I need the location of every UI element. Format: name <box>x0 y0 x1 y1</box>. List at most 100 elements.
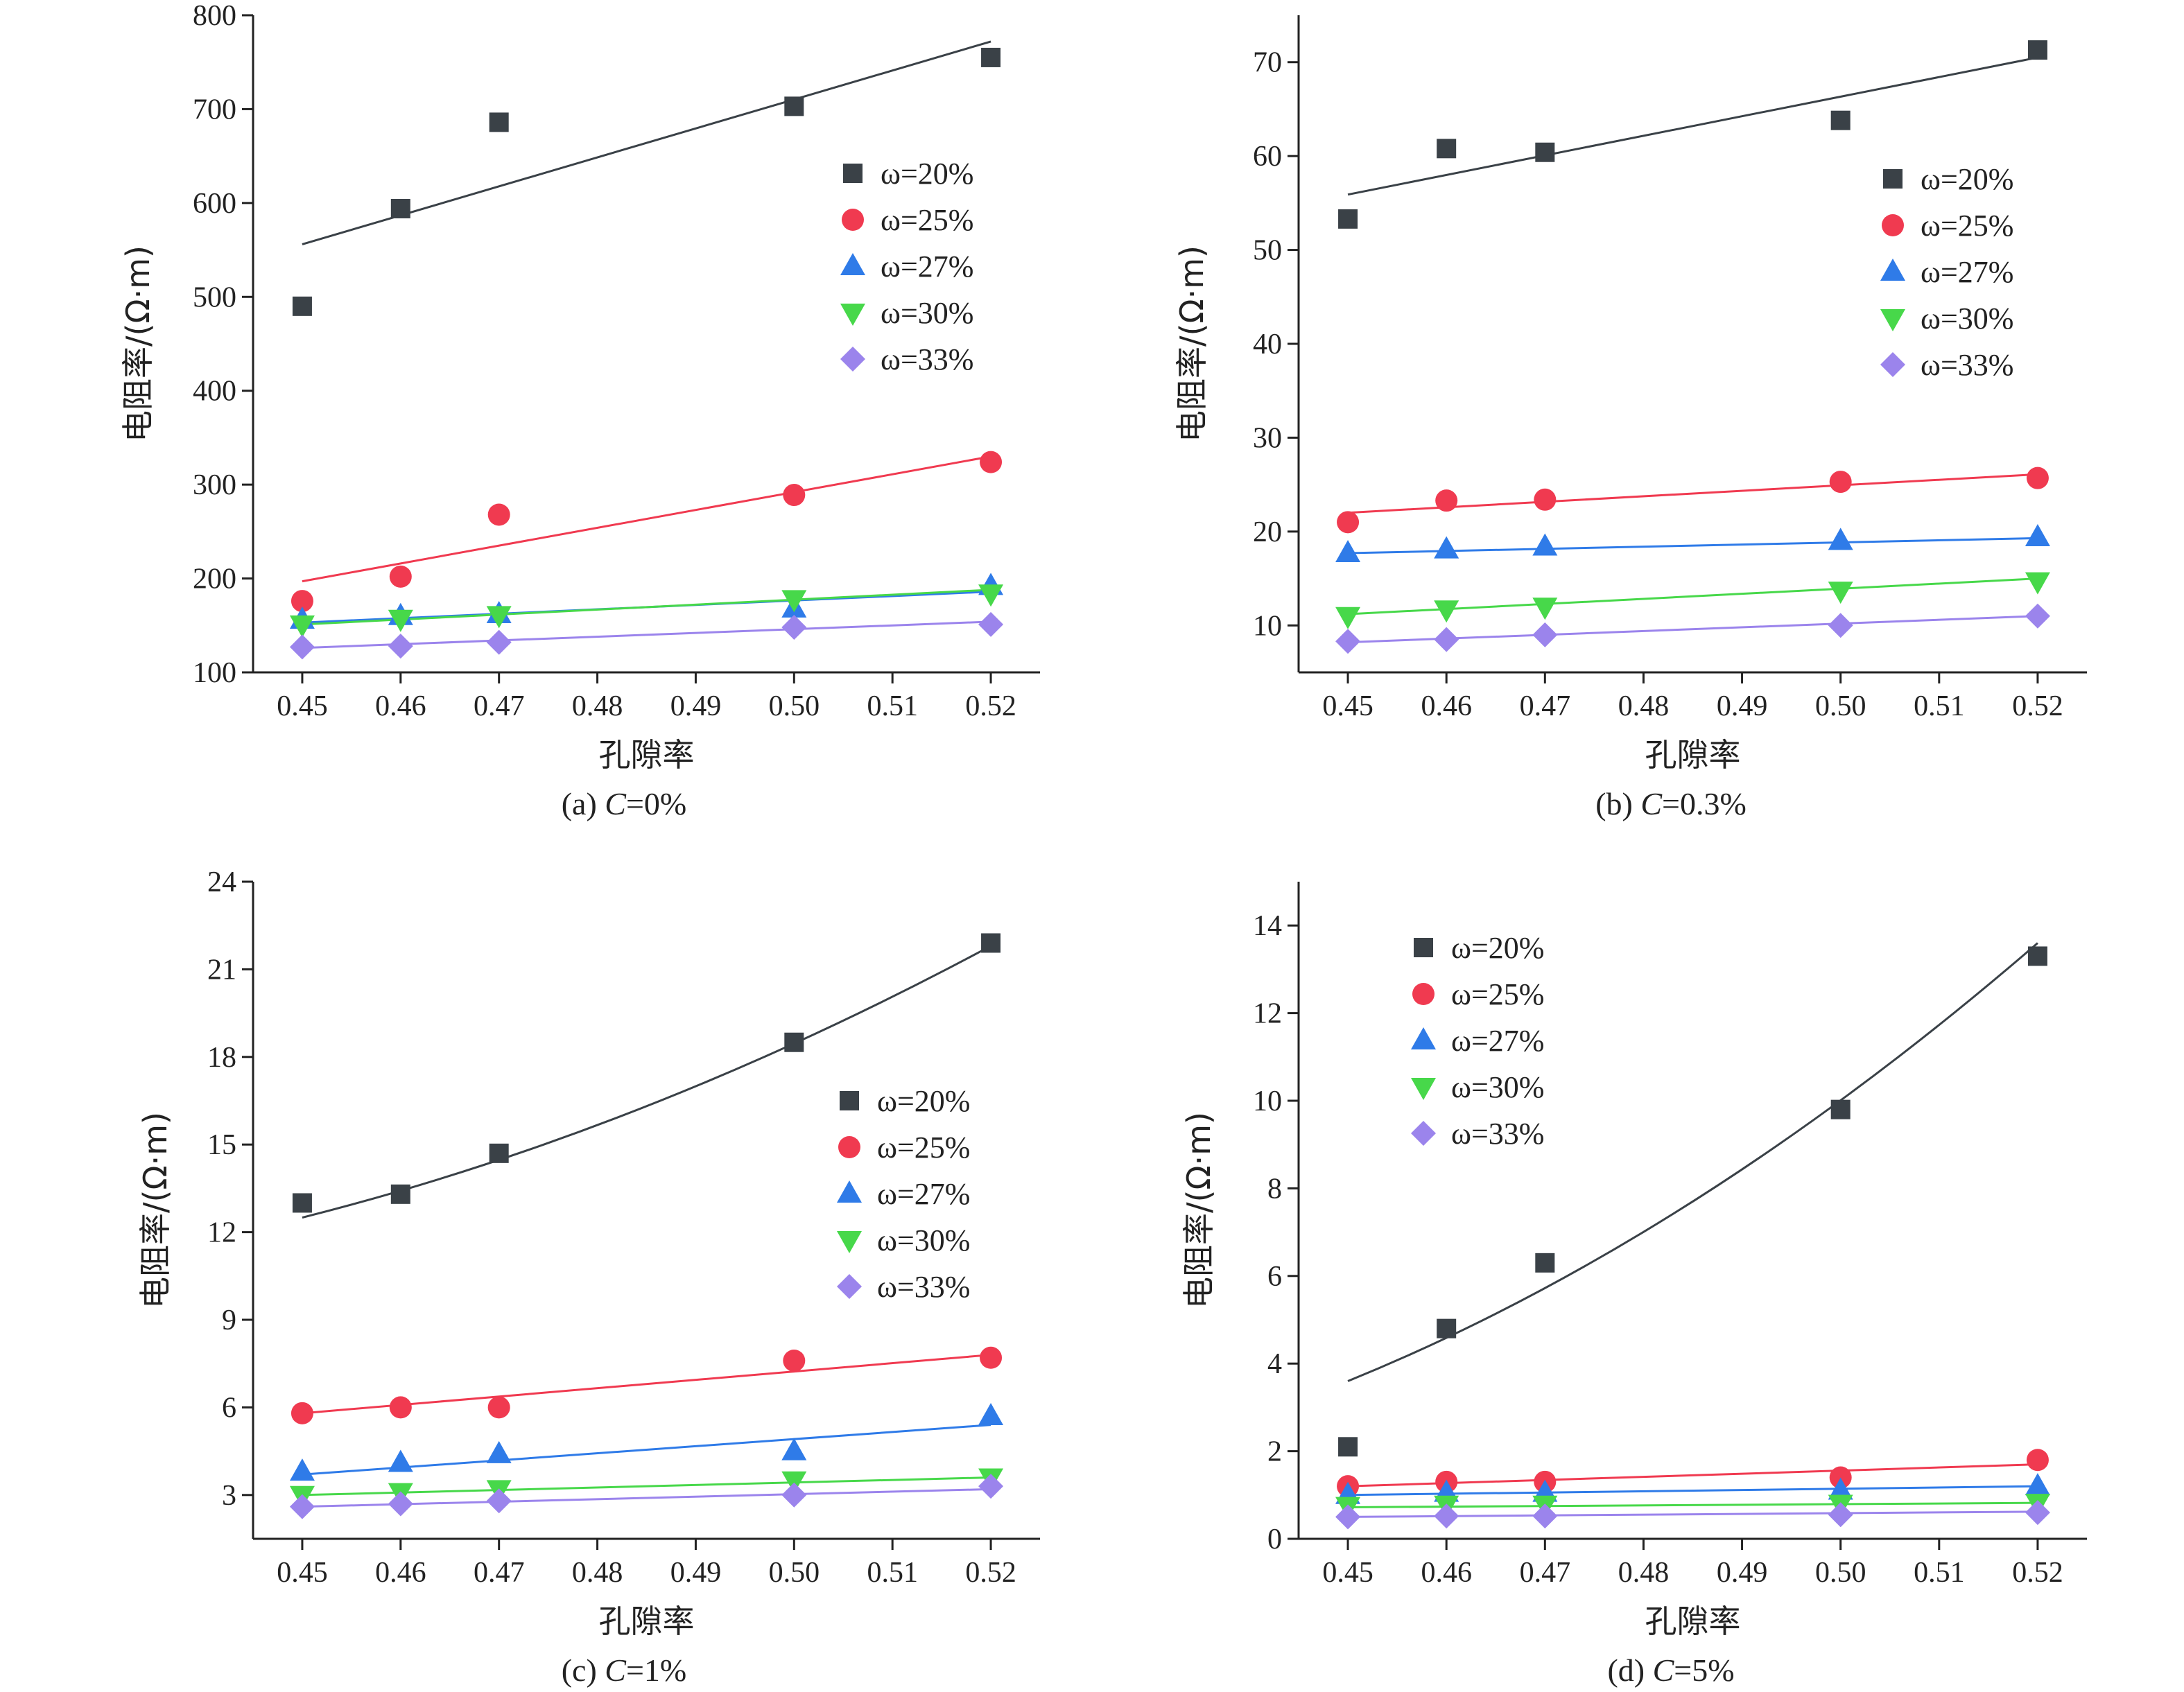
legend-label: ω=25% <box>1451 977 1544 1011</box>
x-tick-label: 0.49 <box>1717 690 1768 722</box>
x-tick-label: 0.46 <box>375 1557 426 1589</box>
legend-label: ω=27% <box>881 250 973 284</box>
y-axis-label: 电阻率/(Ω·m) <box>137 1112 174 1309</box>
data-point <box>1830 1099 1851 1119</box>
y-tick-label: 9 <box>222 1305 236 1336</box>
fit-line-0 <box>302 40 991 245</box>
data-point <box>1437 1318 1457 1338</box>
data-point <box>389 565 412 588</box>
fit-line-4 <box>302 1488 991 1508</box>
legend-marker <box>1414 938 1433 957</box>
caption-variable: C <box>1653 1652 1675 1688</box>
data-point <box>1828 527 1853 550</box>
data-point <box>784 1032 804 1052</box>
x-tick-label: 0.52 <box>965 690 1016 722</box>
fit-line-2 <box>302 1424 991 1476</box>
fit-line-2 <box>1348 1485 2038 1497</box>
fit-line-0 <box>1347 56 2038 196</box>
caption-prefix: (c) <box>562 1652 605 1688</box>
legend-label: ω=27% <box>877 1177 970 1211</box>
x-tick-label: 0.50 <box>769 1557 820 1589</box>
data-point <box>781 1438 807 1460</box>
x-tick-label: 0.47 <box>1520 690 1571 722</box>
data-point <box>1335 607 1361 629</box>
legend: ω=20% ω=25% ω=27% ω=30% ω=33% <box>837 1084 970 1304</box>
data-point <box>390 198 410 218</box>
legend-marker <box>842 209 864 231</box>
x-axis-label: 孔隙率 <box>599 736 695 774</box>
caption-suffix: =0.3% <box>1662 786 1747 821</box>
x-tick-label: 0.49 <box>670 1557 722 1589</box>
data-point <box>292 1193 312 1213</box>
legend-label: ω=27% <box>1921 255 2013 289</box>
data-point <box>781 1471 807 1494</box>
y-tick-label: 30 <box>1253 422 1282 454</box>
data-point <box>487 503 510 526</box>
panel-caption: (c) C=1% <box>562 1652 687 1688</box>
data-point <box>489 1143 509 1163</box>
data-point <box>1338 1437 1358 1457</box>
legend-label: ω=30% <box>1921 302 2013 335</box>
legend: ω=20% ω=25% ω=27% ω=30% ω=33% <box>1411 931 1544 1151</box>
legend-label: ω=20% <box>881 157 973 191</box>
y-tick-label: 21 <box>207 954 236 986</box>
x-tick-label: 0.51 <box>867 690 918 722</box>
data-point <box>1335 540 1361 563</box>
chart-panel-c: 0.45 0.46 0.47 0.48 0.49 0.50 0.51 0.52 3 6 9 12 15 1… <box>137 866 1040 1688</box>
data-point <box>978 1474 1004 1499</box>
legend: ω=20% ω=25% ω=27% ω=30% ω=33% <box>840 157 973 376</box>
legend-label: ω=27% <box>1451 1024 1544 1058</box>
data-point <box>486 1440 512 1463</box>
legend-label: ω=30% <box>877 1223 970 1257</box>
fit-line-4 <box>1348 1510 2038 1518</box>
caption-prefix: (b) <box>1595 786 1640 821</box>
data-point <box>1534 488 1557 511</box>
x-axis-label: 孔隙率 <box>1645 1603 1741 1640</box>
y-tick-label: 200 <box>193 564 236 595</box>
x-tick-label: 0.50 <box>1815 690 1866 722</box>
x-tick-label: 0.51 <box>867 1557 918 1589</box>
x-axis-label: 孔隙率 <box>599 1603 695 1640</box>
data-point <box>2026 466 2049 489</box>
x-tick-label: 0.52 <box>2012 1557 2063 1589</box>
data-point <box>289 1458 315 1481</box>
legend-marker <box>837 1180 862 1203</box>
panel-caption: (d) C=5% <box>1607 1652 1734 1688</box>
legend-marker <box>1411 1078 1436 1100</box>
legend-marker <box>1411 1027 1436 1049</box>
legend-marker <box>1880 309 1905 331</box>
legend-marker <box>1411 1121 1436 1146</box>
y-tick-label: 10 <box>1253 1085 1282 1117</box>
data-point <box>1532 598 1558 620</box>
x-tick-label: 0.51 <box>1914 1557 1965 1589</box>
data-point <box>289 1494 315 1519</box>
legend-label: ω=30% <box>881 296 973 330</box>
y-tick-label: 400 <box>193 376 236 408</box>
x-tick-label: 0.46 <box>1421 690 1472 722</box>
legend-marker <box>843 164 863 183</box>
data-point <box>486 629 512 655</box>
legend-marker <box>1412 983 1435 1005</box>
legend-label: ω=33% <box>877 1270 970 1304</box>
y-tick-label: 12 <box>1253 998 1282 1030</box>
x-tick-label: 0.49 <box>1717 1557 1768 1589</box>
y-tick-label: 10 <box>1253 610 1282 642</box>
fit-line-3 <box>302 588 991 626</box>
data-point <box>486 606 512 629</box>
legend-label: ω=33% <box>1451 1117 1544 1151</box>
legend: ω=20% ω=25% ω=27% ω=30% ω=33% <box>1880 162 2013 382</box>
x-tick-label: 0.45 <box>1322 690 1373 722</box>
x-tick-label: 0.45 <box>277 690 328 722</box>
data-point <box>784 96 804 116</box>
data-point <box>1828 1477 1853 1500</box>
data-point <box>980 1346 1003 1369</box>
y-tick-label: 2 <box>1267 1436 1282 1468</box>
data-point <box>781 590 807 613</box>
fit-line-2 <box>1348 537 2038 555</box>
y-tick-label: 6 <box>1267 1261 1282 1293</box>
y-tick-label: 300 <box>193 469 236 501</box>
fit-line-1 <box>302 1354 991 1415</box>
x-tick-label: 0.48 <box>1618 1557 1670 1589</box>
legend-marker <box>840 347 865 372</box>
